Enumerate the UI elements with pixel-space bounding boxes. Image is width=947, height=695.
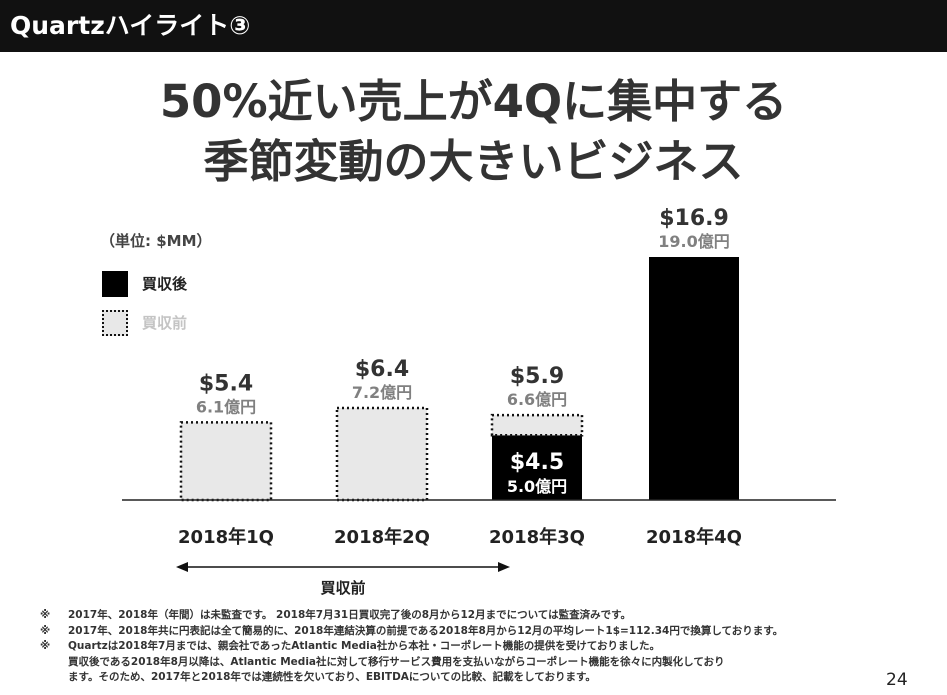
category-label-2q: 2018年2Q [334, 526, 430, 548]
footnote-text: ます。そのため、2017年と2018年では連続性を欠いており、EBITDAについ… [68, 671, 596, 683]
header-bar: Quartzハイライト③ [0, 0, 947, 52]
legend-label-before: 買収前 [142, 314, 188, 332]
footnote-line: ※ Quartzは2018年7月までは、親会社であったAtlantic Media… [40, 639, 920, 655]
range-arrow-head-right [498, 562, 510, 572]
footnotes: ※ 2017年、2018年（年間）は未監査です。 2018年7月31日買収完了後の… [40, 608, 920, 686]
value-label-3q: $5.9 [510, 364, 564, 389]
legend-swatch-after [102, 271, 128, 297]
bar-after-3q [492, 435, 582, 500]
footnote-text: 2017年、2018年（年間）は未監査です。 2018年7月31日買収完了後の8… [68, 609, 632, 621]
page-number: 24 [886, 670, 908, 690]
unit-label: （単位: $MM） [100, 232, 212, 250]
yen-label-1q: 6.1億円 [196, 397, 256, 416]
headline: 50%近い売上が4Qに集中する 季節変動の大きいビジネス [0, 72, 947, 192]
inner-yen-label-3q: 5.0億円 [507, 477, 567, 496]
footnote-mark: ※ [40, 624, 51, 637]
footnote-text: 2017年、2018年共に円表記は全て簡易的に、2018年連結決算の前提である2… [68, 624, 784, 637]
headline-line-2: 季節変動の大きいビジネス [203, 135, 744, 188]
inner-value-label-3q: $4.5 [510, 450, 564, 475]
value-label-2q: $6.4 [355, 357, 409, 382]
headline-line-1: 50%近い売上が4Qに集中する [159, 75, 788, 128]
footnote-text: Quartzは2018年7月までは、親会社であったAtlantic Media社… [68, 640, 660, 652]
footnote-text: 買収後である2018年8月以降は、Atlantic Media社に対して移行サー… [68, 655, 725, 668]
yen-label-3q: 6.6億円 [507, 390, 567, 409]
yen-label-4q: 19.0億円 [658, 232, 729, 251]
category-label-3q: 2018年3Q [489, 526, 585, 548]
footnote-line: ※ 2017年、2018年共に円表記は全て簡易的に、2018年連結決算の前提である… [40, 624, 920, 640]
value-label-1q: $5.4 [199, 371, 253, 396]
range-annotation-label: 買収前 [320, 579, 365, 597]
category-label-4q: 2018年4Q [646, 526, 742, 548]
footnote-mark: ※ [40, 640, 51, 652]
value-label-4q: $16.9 [659, 206, 729, 231]
bar-after-4q [649, 257, 739, 500]
footnote-line: ※ 2017年、2018年（年間）は未監査です。 2018年7月31日買収完了後の… [40, 608, 920, 624]
bar-before-2q [335, 406, 429, 502]
revenue-bar-chart: $5.46.1億円 2018年1Q $6.47.2億円 2018年2Q $5.96.6億… [122, 206, 836, 597]
footnote-line: 買収後である2018年8月以降は、Atlantic Media社に対して移行サー… [40, 655, 920, 671]
legend-swatch-before [102, 310, 128, 336]
bar-before-1q [179, 421, 273, 502]
range-arrow-head-left [176, 562, 188, 572]
footnote-mark: ※ [40, 609, 51, 621]
bar-before-3q [490, 413, 584, 437]
category-label-1q: 2018年1Q [178, 526, 274, 548]
footnote-line: ます。そのため、2017年と2018年では連続性を欠いており、EBITDAについ… [40, 670, 920, 686]
yen-label-2q: 7.2億円 [352, 383, 412, 402]
legend-label-after: 買収後 [142, 275, 188, 293]
slide-title: Quartzハイライト③ [10, 11, 251, 40]
